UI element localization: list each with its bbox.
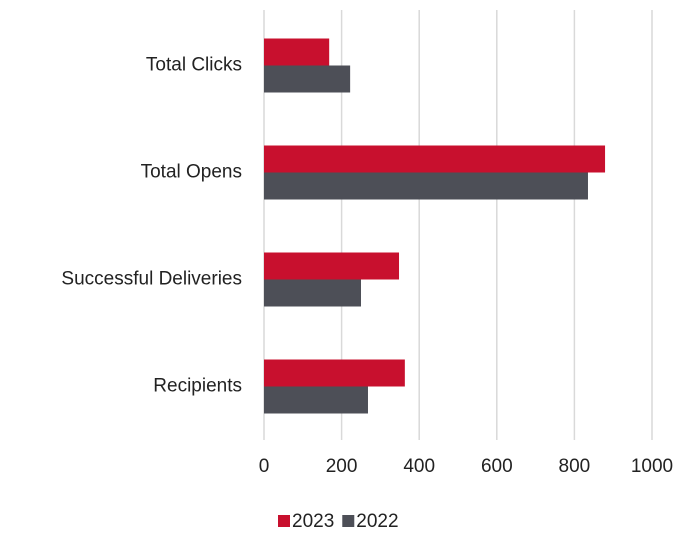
- bar: [264, 145, 606, 173]
- bar: [264, 65, 351, 93]
- bar: [264, 359, 405, 387]
- x-tick-label: 400: [403, 456, 435, 477]
- bar: [264, 172, 588, 200]
- legend-label: 2022: [356, 511, 398, 532]
- x-tick-label: 200: [326, 456, 358, 477]
- y-tick-label: Total Opens: [141, 162, 242, 183]
- y-tick-label: Successful Deliveries: [61, 269, 242, 290]
- legend-label: 2023: [292, 511, 334, 532]
- bar: [264, 252, 400, 280]
- bar: [264, 279, 361, 307]
- x-tick-label: 0: [259, 456, 270, 477]
- legend-swatch: [278, 515, 290, 527]
- legend-swatch: [342, 515, 355, 527]
- bar: [264, 386, 368, 414]
- x-tick-label: 800: [559, 456, 591, 477]
- x-tick-label: 600: [481, 456, 513, 477]
- bar: [264, 38, 330, 66]
- y-tick-label: Total Clicks: [146, 55, 242, 76]
- y-tick-label: Recipients: [153, 376, 242, 397]
- x-tick-label: 1000: [631, 456, 673, 477]
